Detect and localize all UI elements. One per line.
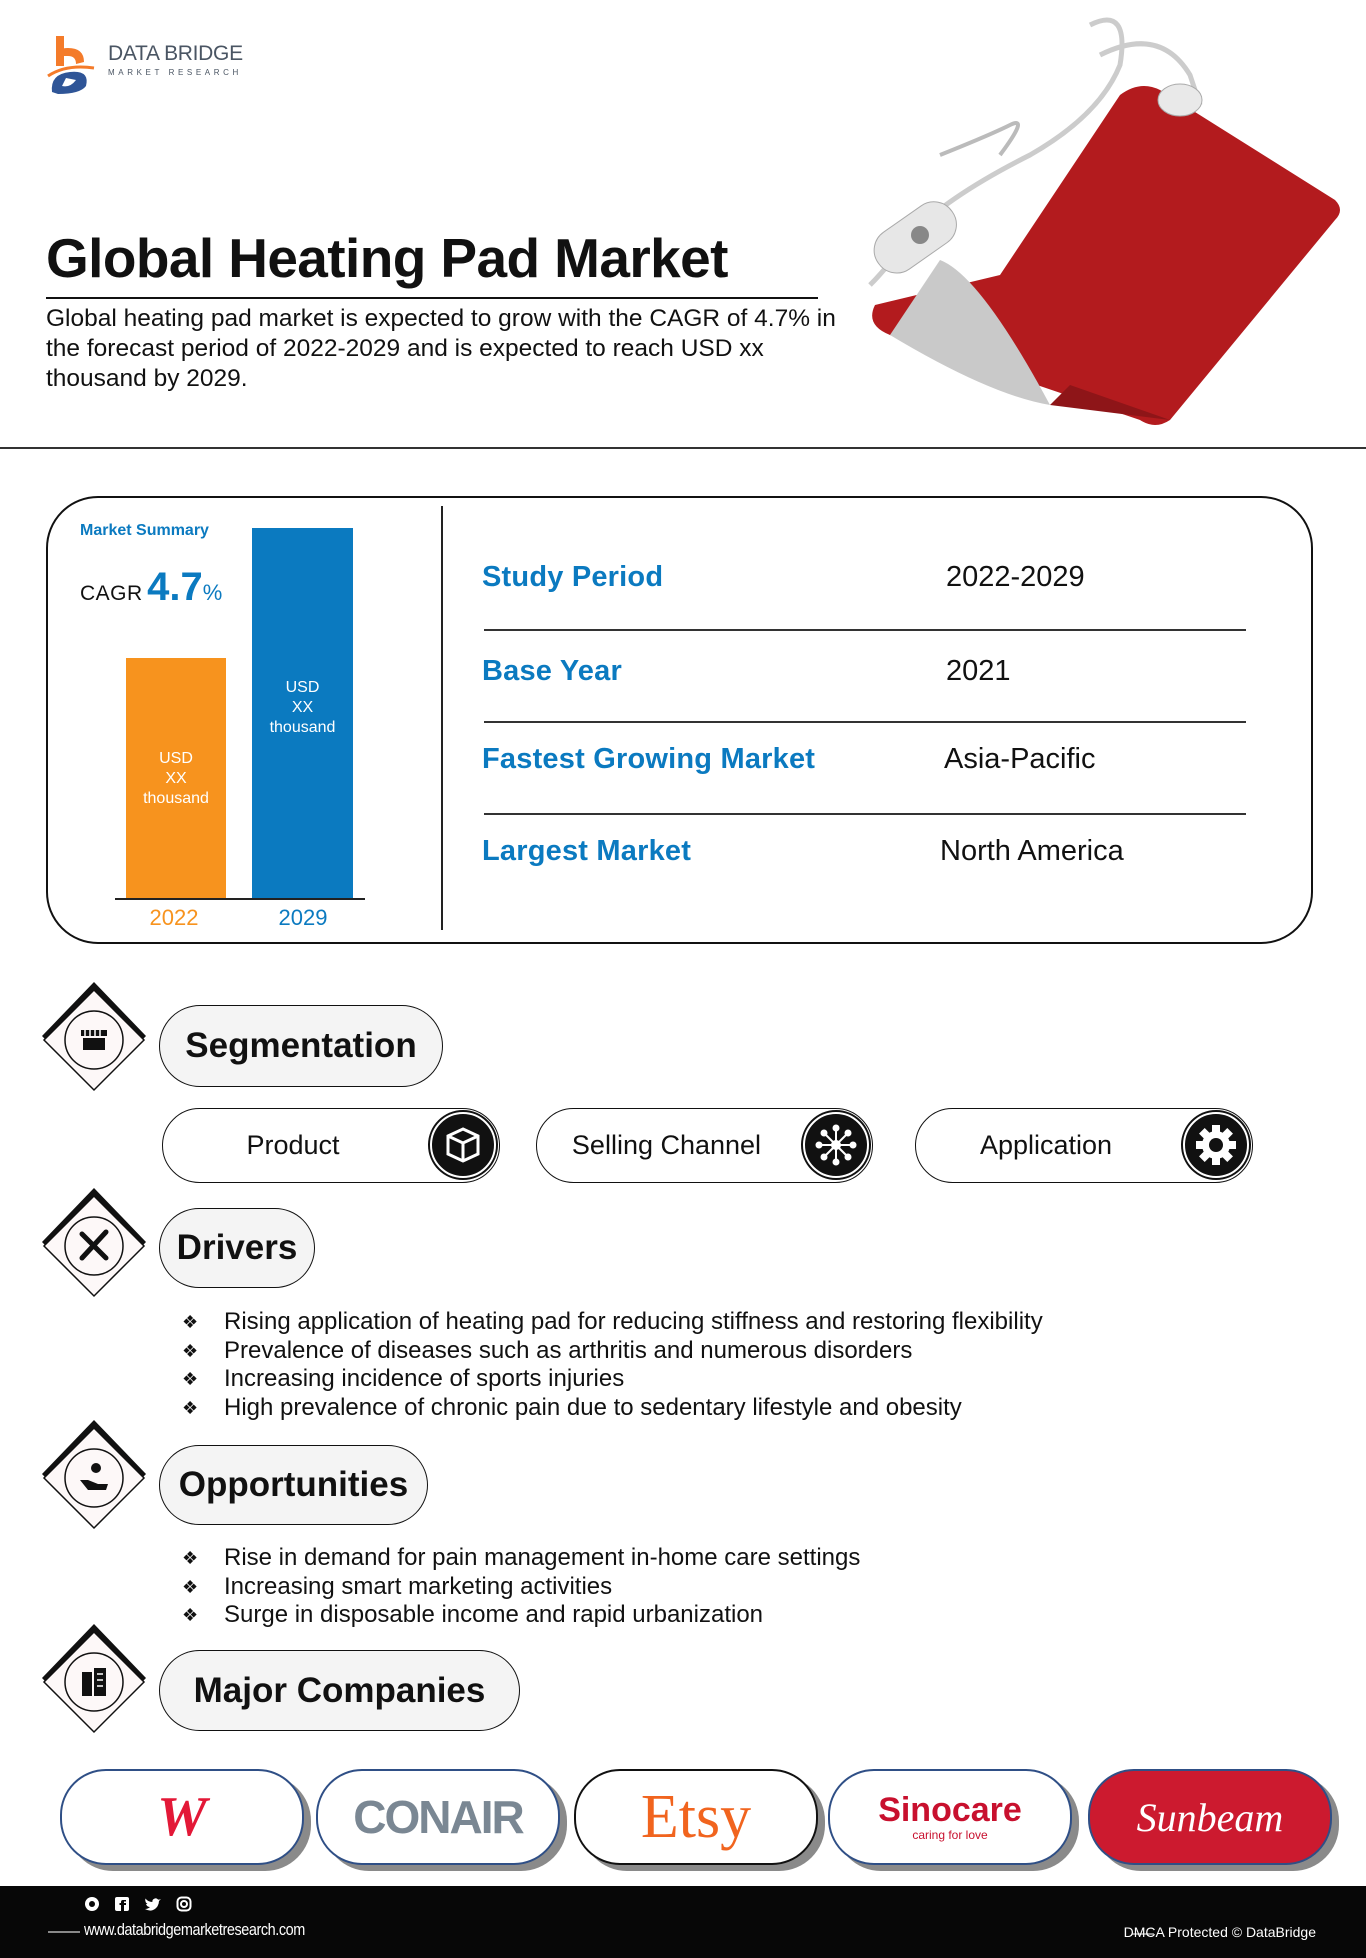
summary-divider xyxy=(441,506,443,930)
bar-axis xyxy=(115,898,365,900)
largest-market-label: Largest Market xyxy=(482,835,692,867)
page-title: Global Heating Pad Market xyxy=(46,227,728,289)
intro-text: Global heating pad market is expected to… xyxy=(46,305,836,392)
list-item: High prevalence of chronic pain due to s… xyxy=(182,1394,1043,1423)
sinocare-logo[interactable]: Sinocare caring for love xyxy=(828,1769,1072,1865)
conair-logo[interactable]: CONAIR xyxy=(316,1769,560,1865)
bar-2029: USD XX thousand xyxy=(252,528,353,899)
hand-coin-icon xyxy=(42,1420,146,1530)
network-icon xyxy=(803,1112,869,1178)
gear-icon xyxy=(1183,1112,1249,1178)
segment-label: Application xyxy=(979,1130,1113,1160)
fastest-growing-value: Asia-Pacific xyxy=(944,743,1096,775)
dmca-notice: DMCA Protected © DataBridge xyxy=(1123,1924,1316,1940)
sinocare-tagline: caring for love xyxy=(912,1828,988,1842)
twitter-icon[interactable] xyxy=(144,1896,162,1912)
bar-label: thousand xyxy=(269,719,336,736)
sunbeam-logo-text: Sunbeam xyxy=(1136,1794,1284,1840)
footer: www.databridgemarketresearch.com DMCA Pr… xyxy=(0,1886,1366,1958)
largest-market-value: North America xyxy=(940,835,1124,867)
opportunities-list: Rise in demand for pain management in-ho… xyxy=(182,1544,860,1630)
list-item: Surge in disposable income and rapid urb… xyxy=(182,1601,860,1630)
cagr-unit: % xyxy=(202,580,223,605)
cagr-value: 4.7 xyxy=(147,565,203,609)
website-link[interactable]: www.databridgemarketresearch.com xyxy=(84,1920,305,1939)
bar-label: XX xyxy=(165,769,187,787)
facebook-icon[interactable] xyxy=(114,1896,130,1912)
walgreens-logo[interactable]: W xyxy=(60,1769,304,1865)
fastest-growing-label: Fastest Growing Market xyxy=(482,743,816,775)
buildings-icon xyxy=(42,1624,146,1734)
whatsapp-icon[interactable] xyxy=(84,1896,100,1912)
sinocare-logo-text: Sinocare xyxy=(878,1791,1022,1829)
box-icon xyxy=(430,1112,496,1178)
footer-dash xyxy=(48,1931,80,1933)
list-item: Increasing incidence of sports injuries xyxy=(182,1365,1043,1394)
heating-pad-image xyxy=(868,17,1340,425)
segmentation-heading: Segmentation xyxy=(159,1005,443,1087)
bar-label: XX xyxy=(291,699,314,716)
bar-label: thousand xyxy=(143,789,209,807)
logo-tagline: MARKET RESEARCH xyxy=(108,68,242,77)
instagram-icon[interactable] xyxy=(176,1896,192,1912)
major-companies-heading: Major Companies xyxy=(159,1650,520,1731)
segment-selling-channel[interactable]: Selling Channel xyxy=(536,1108,873,1183)
opportunities-heading: Opportunities xyxy=(159,1445,428,1525)
study-period-value: 2022-2029 xyxy=(946,561,1085,593)
bar-label: USD xyxy=(285,679,320,696)
study-period-label: Study Period xyxy=(482,561,664,593)
drivers-list: Rising application of heating pad for re… xyxy=(182,1308,1043,1423)
conair-logo-text: CONAIR xyxy=(353,1791,524,1843)
logo-brand: DATA BRIDGE xyxy=(108,42,243,65)
market-summary-card xyxy=(46,496,1313,944)
segment-application[interactable]: Application xyxy=(915,1108,1253,1183)
etsy-logo[interactable]: Etsy xyxy=(574,1769,818,1865)
list-item: Increasing smart marketing activities xyxy=(182,1573,860,1602)
social-links xyxy=(84,1896,192,1912)
section-divider xyxy=(0,447,1366,449)
market-summary-title: Market Summary xyxy=(80,522,209,539)
segment-label: Product xyxy=(246,1130,340,1160)
year-2022: 2022 xyxy=(149,905,199,930)
list-item: Rise in demand for pain management in-ho… xyxy=(182,1544,860,1573)
row-divider xyxy=(484,629,1246,631)
drivers-heading: Drivers xyxy=(159,1208,315,1288)
row-divider xyxy=(484,813,1246,815)
segment-product[interactable]: Product xyxy=(162,1108,500,1183)
tools-icon xyxy=(42,1188,146,1298)
sunbeam-logo[interactable]: Sunbeam xyxy=(1088,1769,1332,1865)
cagr-label: CAGR xyxy=(80,582,143,605)
bar-label: USD xyxy=(159,749,193,767)
list-item: Rising application of heating pad for re… xyxy=(182,1308,1043,1337)
bar-2022: USD XX thousand xyxy=(126,658,226,899)
base-year-value: 2021 xyxy=(946,655,1011,687)
title-divider xyxy=(46,297,818,299)
year-2029: 2029 xyxy=(278,905,328,930)
row-divider xyxy=(484,721,1246,723)
storefront-icon xyxy=(42,982,146,1092)
cagr: CAGR 4.7% xyxy=(80,565,222,610)
list-item: Prevalence of diseases such as arthritis… xyxy=(182,1337,1043,1366)
logo-mark-icon xyxy=(47,36,95,94)
footer-dash xyxy=(1132,1933,1154,1935)
logo: DATA BRIDGE MARKET RESEARCH xyxy=(46,34,246,96)
segment-label: Selling Channel xyxy=(571,1130,762,1160)
walgreens-logo-text: W xyxy=(157,1786,207,1848)
etsy-logo-text: Etsy xyxy=(640,1782,752,1851)
base-year-label: Base Year xyxy=(482,655,622,687)
